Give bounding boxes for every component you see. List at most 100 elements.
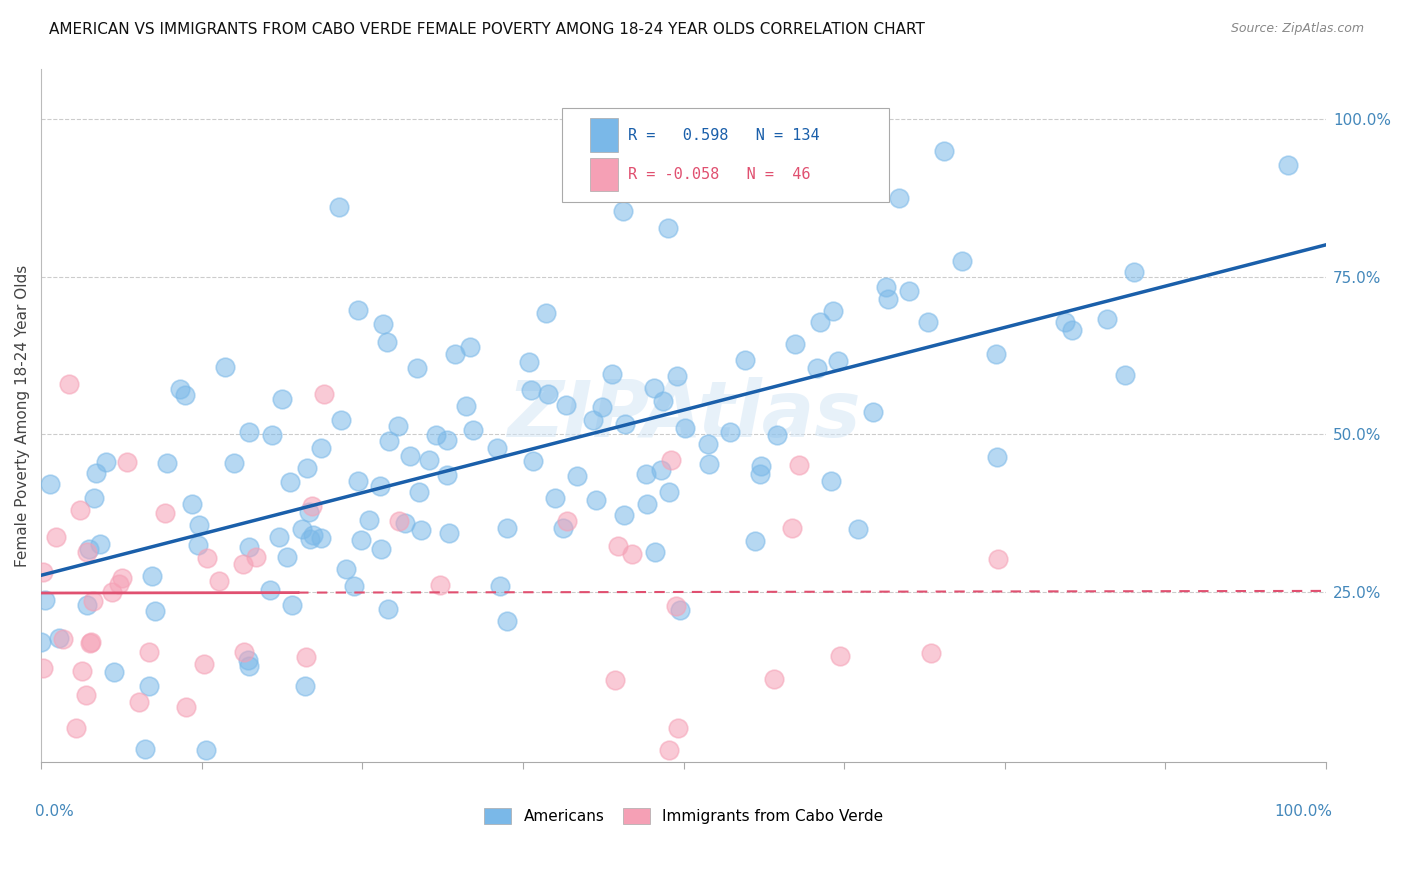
Point bbox=[429, 578, 451, 592]
Point bbox=[665, 369, 688, 384]
Point bbox=[1095, 312, 1118, 326]
Point bbox=[544, 491, 567, 505]
Bar bbox=[589, 158, 619, 192]
Point bbox=[377, 434, 399, 449]
Point bbox=[295, 460, 318, 475]
Point bbox=[585, 493, 607, 508]
Point bbox=[174, 699, 197, 714]
Point bbox=[783, 337, 806, 351]
Point bbox=[1122, 265, 1144, 279]
Point bbox=[58, 376, 80, 391]
Point bbox=[187, 518, 209, 533]
Point bbox=[111, 571, 134, 585]
Point bbox=[657, 221, 679, 235]
Point bbox=[301, 499, 323, 513]
Point bbox=[877, 292, 900, 306]
Point bbox=[643, 381, 665, 395]
Point bbox=[134, 742, 156, 756]
Point bbox=[153, 506, 176, 520]
Point bbox=[603, 673, 626, 688]
Point bbox=[34, 593, 56, 607]
Point bbox=[697, 437, 720, 451]
Point bbox=[862, 405, 884, 419]
Point bbox=[394, 516, 416, 530]
Point bbox=[187, 538, 209, 552]
Point bbox=[82, 594, 104, 608]
Point bbox=[52, 632, 75, 646]
Point bbox=[887, 191, 910, 205]
Point bbox=[644, 544, 666, 558]
Point bbox=[734, 352, 756, 367]
Y-axis label: Female Poverty Among 18-24 Year Olds: Female Poverty Among 18-24 Year Olds bbox=[15, 264, 30, 566]
Point bbox=[77, 542, 100, 557]
Point bbox=[280, 599, 302, 613]
Text: AMERICAN VS IMMIGRANTS FROM CABO VERDE FEMALE POVERTY AMONG 18-24 YEAR OLDS CORR: AMERICAN VS IMMIGRANTS FROM CABO VERDE F… bbox=[49, 22, 925, 37]
Point bbox=[875, 279, 897, 293]
Point bbox=[232, 645, 254, 659]
Text: 100.0%: 100.0% bbox=[1274, 804, 1333, 819]
Point bbox=[898, 285, 921, 299]
Point bbox=[259, 583, 281, 598]
Point bbox=[238, 425, 260, 439]
Point bbox=[787, 458, 810, 473]
Point bbox=[346, 474, 368, 488]
Point bbox=[636, 497, 658, 511]
Point bbox=[291, 522, 314, 536]
Point bbox=[278, 475, 301, 490]
Point bbox=[76, 598, 98, 612]
Point bbox=[75, 688, 97, 702]
Point bbox=[69, 502, 91, 516]
Point bbox=[260, 428, 283, 442]
Point bbox=[828, 649, 851, 664]
Point bbox=[238, 653, 260, 667]
Text: R = -0.058   N =  46: R = -0.058 N = 46 bbox=[628, 167, 811, 182]
Point bbox=[458, 340, 481, 354]
Point bbox=[651, 394, 673, 409]
Point bbox=[425, 428, 447, 442]
Point bbox=[411, 523, 433, 537]
Point bbox=[371, 317, 394, 331]
Point bbox=[486, 441, 509, 455]
Point bbox=[32, 661, 55, 675]
Point bbox=[387, 418, 409, 433]
Point bbox=[138, 679, 160, 693]
Point bbox=[38, 477, 60, 491]
Point bbox=[934, 144, 956, 158]
Point bbox=[920, 646, 942, 660]
Point bbox=[555, 399, 578, 413]
Point bbox=[987, 552, 1010, 566]
Point bbox=[658, 743, 681, 757]
Point bbox=[668, 602, 690, 616]
Point bbox=[173, 388, 195, 402]
Point bbox=[659, 452, 682, 467]
Point bbox=[765, 428, 787, 442]
Point bbox=[553, 520, 575, 534]
Point bbox=[591, 400, 613, 414]
Point bbox=[658, 485, 681, 500]
Point bbox=[600, 367, 623, 381]
Point bbox=[368, 479, 391, 493]
Point bbox=[298, 504, 321, 518]
Point bbox=[314, 387, 336, 401]
Point bbox=[117, 455, 139, 469]
Point bbox=[744, 533, 766, 548]
Point bbox=[697, 457, 720, 471]
Point bbox=[370, 542, 392, 557]
Point bbox=[335, 561, 357, 575]
Point bbox=[269, 530, 291, 544]
Point bbox=[614, 417, 637, 432]
Point bbox=[180, 497, 202, 511]
Bar bbox=[589, 119, 619, 152]
Point bbox=[565, 469, 588, 483]
Point bbox=[214, 359, 236, 374]
Point bbox=[537, 387, 560, 401]
Point bbox=[232, 557, 254, 571]
Point bbox=[821, 303, 844, 318]
Point bbox=[406, 360, 429, 375]
Point bbox=[238, 658, 260, 673]
Point bbox=[309, 531, 332, 545]
Point bbox=[436, 468, 458, 483]
Point bbox=[1114, 368, 1136, 383]
Point bbox=[388, 514, 411, 528]
Point bbox=[156, 456, 179, 470]
